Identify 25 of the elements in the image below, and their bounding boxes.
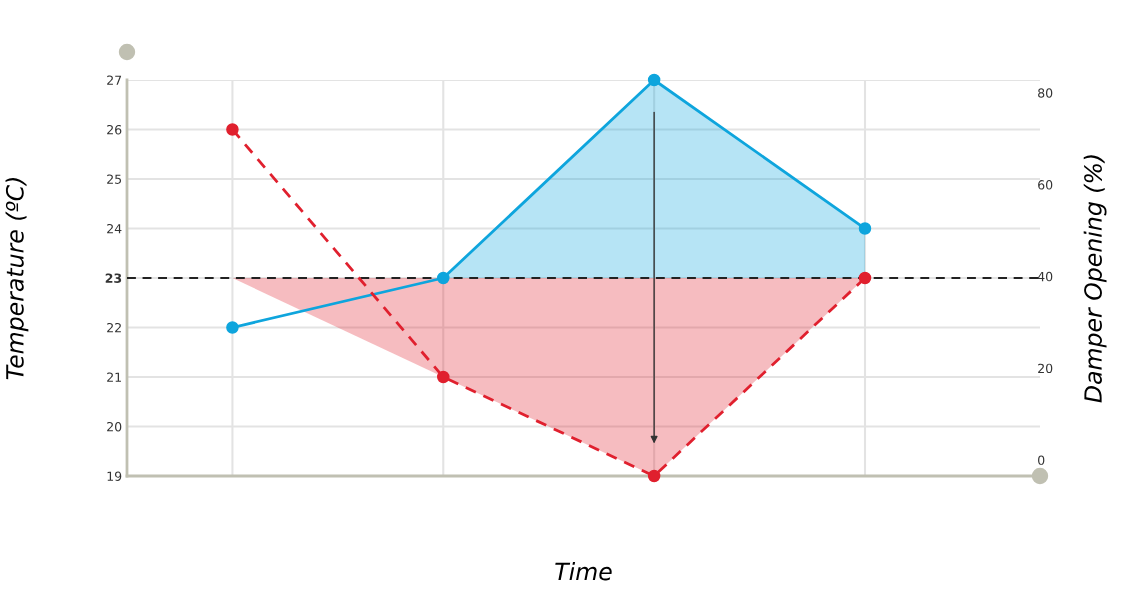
point	[647, 73, 661, 87]
point	[858, 271, 872, 285]
point	[437, 271, 450, 285]
y-tick-label: 27	[107, 75, 122, 85]
point	[858, 222, 872, 235]
y2-tick-label: 0	[1038, 455, 1045, 465]
y2-tick-label: 60	[1038, 180, 1053, 190]
point	[647, 469, 661, 483]
y2-tick-label: 80	[1038, 88, 1053, 98]
y-tick-label: 26	[107, 124, 122, 135]
y-tick-label: 23	[105, 273, 122, 283]
y-tick-label: 19	[107, 471, 122, 481]
y2-tick-label: 40	[1037, 271, 1053, 282]
y-tick-label: 25	[107, 174, 122, 184]
point	[226, 123, 239, 136]
point	[226, 321, 239, 334]
y-tick-label: 22	[107, 322, 121, 333]
y-tick-label: 20	[107, 421, 122, 432]
x-axis-title: Time	[555, 562, 612, 581]
y-tick-label: 24	[107, 223, 122, 234]
point	[437, 370, 450, 384]
y-tick-label: 21	[107, 372, 121, 382]
y2-tick-label: 20	[1038, 363, 1053, 374]
y2-axis-title: Damper Opening (%)	[1083, 155, 1107, 403]
y-axis-title: Temperature (ºC)	[5, 178, 29, 380]
